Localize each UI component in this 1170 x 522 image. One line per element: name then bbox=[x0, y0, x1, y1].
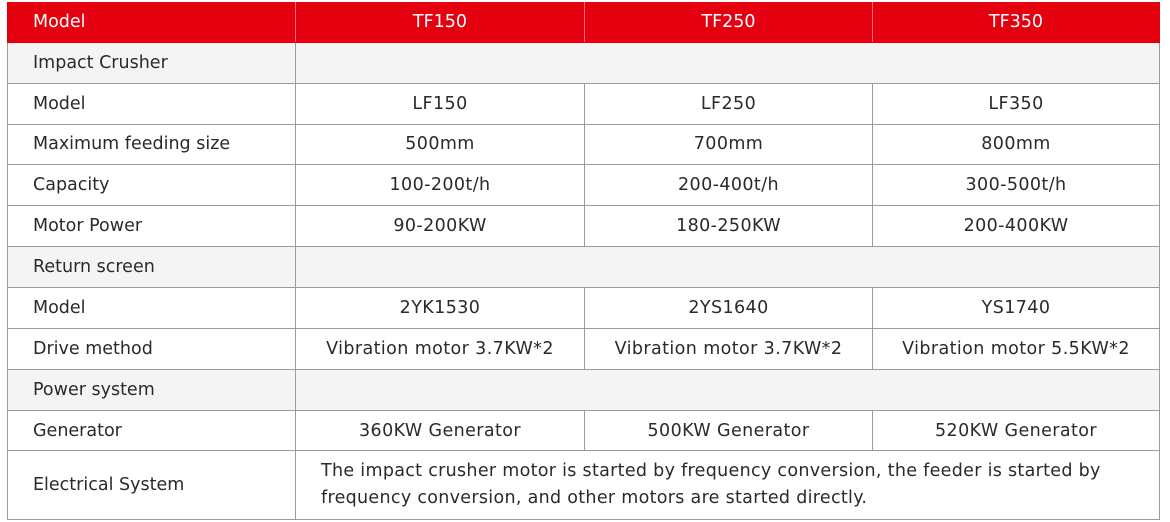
header-model-2: TF250 bbox=[584, 2, 873, 43]
section-power-system: Power system bbox=[7, 368, 1160, 411]
table-row: Electrical System The impact crusher mot… bbox=[7, 450, 1160, 520]
row-label: Capacity bbox=[7, 164, 296, 207]
table-row: Model 2YK1530 2YS1640 YS1740 bbox=[7, 287, 1160, 329]
row-label: Motor Power bbox=[7, 205, 296, 248]
cell-value: 800mm bbox=[872, 123, 1160, 166]
electrical-system-description: The impact crusher motor is started by f… bbox=[295, 450, 1160, 520]
section-spacer bbox=[295, 246, 1160, 288]
section-title: Return screen bbox=[7, 246, 296, 288]
section-title: Impact Crusher bbox=[7, 41, 296, 84]
cell-value: 500mm bbox=[295, 123, 585, 166]
header-label: Model bbox=[7, 2, 296, 43]
row-label: Drive method bbox=[7, 327, 296, 370]
cell-value: Vibration motor 3.7KW*2 bbox=[584, 327, 873, 370]
section-spacer bbox=[295, 41, 1160, 84]
header-model-1: TF150 bbox=[295, 2, 585, 43]
cell-value: 300-500t/h bbox=[872, 164, 1160, 207]
table-row: Maximum feeding size 500mm 700mm 800mm bbox=[7, 123, 1160, 166]
cell-value: Vibration motor 3.7KW*2 bbox=[295, 327, 585, 370]
cell-value: 200-400KW bbox=[872, 205, 1160, 248]
section-spacer bbox=[295, 368, 1160, 411]
row-label: Generator bbox=[7, 409, 296, 452]
cell-value: 360KW Generator bbox=[295, 409, 585, 452]
cell-value: 520KW Generator bbox=[872, 409, 1160, 452]
section-impact-crusher: Impact Crusher bbox=[7, 41, 1160, 84]
table-row: Model LF150 LF250 LF350 bbox=[7, 82, 1160, 125]
cell-value: 500KW Generator bbox=[584, 409, 873, 452]
cell-value: 2YK1530 bbox=[295, 287, 585, 329]
cell-value: 700mm bbox=[584, 123, 873, 166]
header-model-3: TF350 bbox=[872, 2, 1160, 43]
cell-value: YS1740 bbox=[872, 287, 1160, 329]
cell-value: LF150 bbox=[295, 82, 585, 125]
table-row: Generator 360KW Generator 500KW Generato… bbox=[7, 409, 1160, 452]
table-row: Motor Power 90-200KW 180-250KW 200-400KW bbox=[7, 205, 1160, 248]
cell-value: 90-200KW bbox=[295, 205, 585, 248]
cell-value: LF250 bbox=[584, 82, 873, 125]
cell-value: Vibration motor 5.5KW*2 bbox=[872, 327, 1160, 370]
row-label: Model bbox=[7, 287, 296, 329]
section-return-screen: Return screen bbox=[7, 246, 1160, 288]
table-row: Capacity 100-200t/h 200-400t/h 300-500t/… bbox=[7, 164, 1160, 207]
cell-value: 180-250KW bbox=[584, 205, 873, 248]
cell-value: LF350 bbox=[872, 82, 1160, 125]
cell-value: 100-200t/h bbox=[295, 164, 585, 207]
cell-value: 2YS1640 bbox=[584, 287, 873, 329]
row-label: Maximum feeding size bbox=[7, 123, 296, 166]
row-label: Model bbox=[7, 82, 296, 125]
section-title: Power system bbox=[7, 368, 296, 411]
table-row: Drive method Vibration motor 3.7KW*2 Vib… bbox=[7, 327, 1160, 370]
spec-table: Model TF150 TF250 TF350 Impact Crusher M… bbox=[7, 2, 1160, 520]
cell-value: 200-400t/h bbox=[584, 164, 873, 207]
row-label: Electrical System bbox=[7, 450, 296, 520]
header-row: Model TF150 TF250 TF350 bbox=[7, 2, 1160, 43]
